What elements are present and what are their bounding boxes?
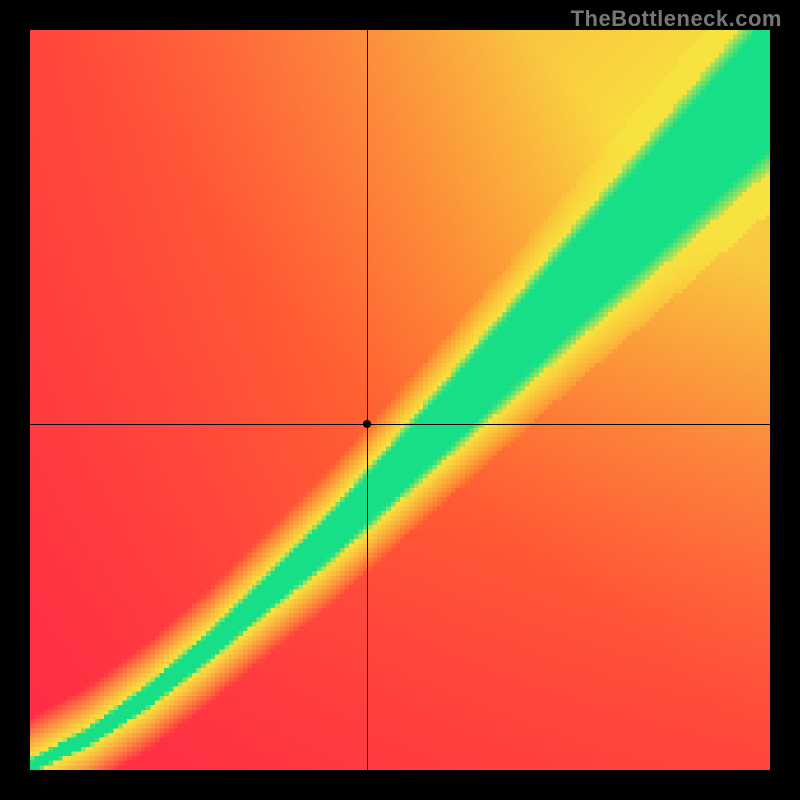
heatmap-plot: [30, 30, 770, 770]
figure-container: TheBottleneck.com: [0, 0, 800, 800]
heatmap-canvas: [30, 30, 770, 770]
watermark-text: TheBottleneck.com: [571, 6, 782, 32]
